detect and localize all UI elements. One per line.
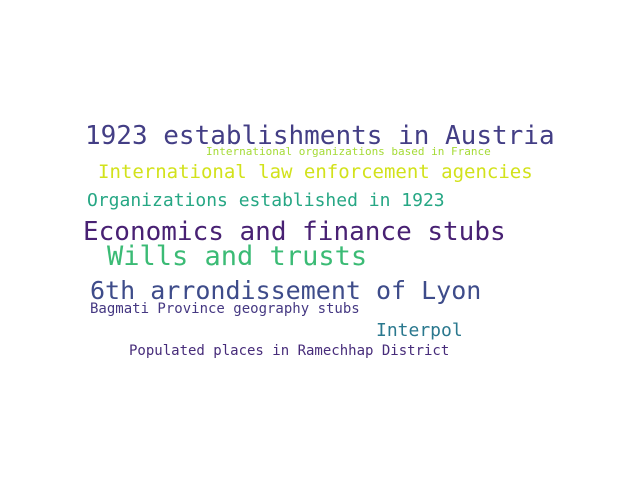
word-bagmati-province-geography-stubs: Bagmati Province geography stubs bbox=[90, 301, 360, 317]
word-interpol: Interpol bbox=[376, 320, 463, 341]
word-wills-and-trusts: Wills and trusts bbox=[107, 241, 368, 272]
word-economics-and-finance-stubs: Economics and finance stubs bbox=[83, 217, 506, 247]
word-international-organizations-based-in-france: International organizations based in Fra… bbox=[206, 145, 491, 158]
word-international-law-enforcement-agencies: International law enforcement agencies bbox=[98, 161, 533, 183]
word-1923-establishments-in-austria: 1923 establishments in Austria bbox=[85, 121, 555, 151]
word-organizations-established-in-1923: Organizations established in 1923 bbox=[87, 190, 445, 211]
word-6th-arrondissement-of-lyon: 6th arrondissement of Lyon bbox=[90, 276, 482, 305]
word-populated-places-in-ramechhap-district: Populated places in Ramechhap District bbox=[129, 343, 450, 359]
